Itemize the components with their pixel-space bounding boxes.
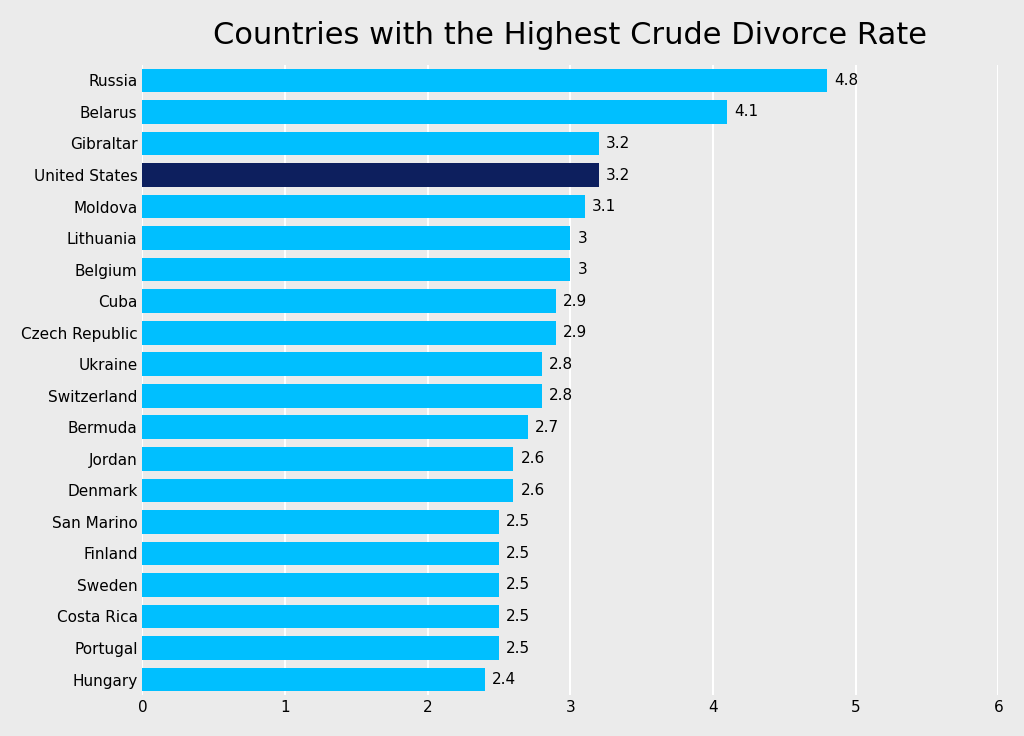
Bar [142, 384, 542, 408]
Bar [142, 636, 499, 660]
Text: 3.1: 3.1 [592, 199, 616, 214]
Bar [142, 415, 527, 439]
Bar [142, 605, 499, 629]
Text: 2.8: 2.8 [549, 389, 573, 403]
Bar [142, 195, 585, 219]
Text: 2.8: 2.8 [549, 357, 573, 372]
Text: 4.8: 4.8 [835, 73, 858, 88]
Bar [142, 542, 499, 565]
Bar [142, 68, 827, 92]
Bar [142, 226, 570, 250]
Bar [142, 353, 542, 376]
Bar [142, 668, 484, 691]
Bar [142, 132, 599, 155]
Bar [142, 478, 513, 502]
Text: 3: 3 [578, 230, 587, 246]
Text: 2.5: 2.5 [506, 546, 530, 561]
Text: 2.9: 2.9 [563, 294, 588, 308]
Bar [142, 258, 570, 281]
Text: 2.9: 2.9 [563, 325, 588, 340]
Bar [142, 510, 499, 534]
Text: 4.1: 4.1 [734, 105, 759, 119]
Text: 2.5: 2.5 [506, 640, 530, 656]
Bar [142, 573, 499, 597]
Bar [142, 447, 513, 470]
Text: 2.6: 2.6 [520, 451, 545, 467]
Text: 3: 3 [578, 262, 587, 277]
Text: 3.2: 3.2 [606, 168, 631, 183]
Bar [142, 163, 599, 187]
Text: 2.5: 2.5 [506, 609, 530, 624]
Bar [142, 321, 556, 344]
Text: 2.7: 2.7 [535, 420, 559, 435]
Text: 2.4: 2.4 [492, 672, 516, 687]
Title: Countries with the Highest Crude Divorce Rate: Countries with the Highest Crude Divorce… [213, 21, 928, 50]
Text: 3.2: 3.2 [606, 136, 631, 151]
Text: 2.5: 2.5 [506, 578, 530, 592]
Bar [142, 100, 727, 124]
Bar [142, 289, 556, 313]
Text: 2.5: 2.5 [506, 514, 530, 529]
Text: 2.6: 2.6 [520, 483, 545, 498]
